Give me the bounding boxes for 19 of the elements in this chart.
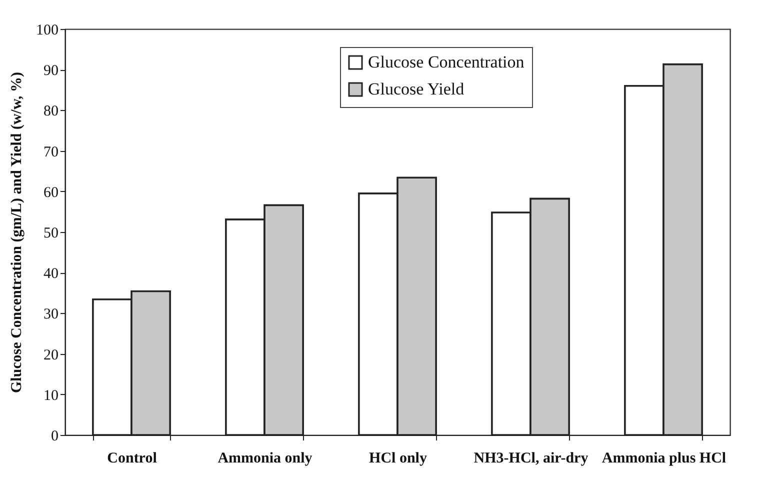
y-tick-label: 0 (51, 428, 58, 444)
y-tick-label: 100 (36, 22, 58, 38)
legend-label: Glucose Yield (368, 80, 465, 98)
x-tick-label: Ammonia only (218, 450, 313, 466)
legend-label: Glucose Concentration (368, 52, 525, 72)
y-tick-label: 70 (44, 144, 58, 160)
y-tick-label: 40 (44, 266, 58, 282)
y-tick-label: 50 (44, 226, 58, 242)
x-tick-label: NH3-HCl, air-dry (474, 450, 589, 466)
x-tick-label: Ammonia plus HCl (602, 450, 726, 466)
y-axis-title: Glucose Concentration (gm/L) and Yield (w/w, %) (9, 72, 25, 393)
y-tick-label: 80 (44, 104, 58, 120)
x-tick-label: HCl only (369, 450, 428, 466)
y-tick-label: 10 (44, 388, 58, 404)
y-tick-label: 60 (44, 184, 58, 201)
y-tick-label: 30 (44, 306, 58, 323)
x-tick-label: Control (107, 450, 157, 466)
y-tick-label: 90 (44, 63, 58, 80)
y-tick-label: 20 (44, 347, 58, 364)
